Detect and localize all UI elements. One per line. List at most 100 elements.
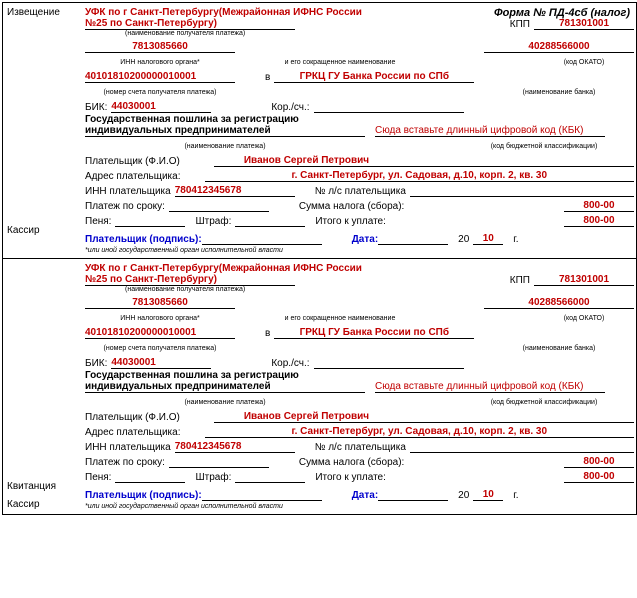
itogo-labelb: Итого к уплате: <box>315 472 386 483</box>
yrb: 10 <box>473 489 503 501</box>
korsch-labelb: Кор./сч.: <box>271 358 309 369</box>
sum-value: 800-00 <box>564 200 634 212</box>
fio-label: Плательщик (Ф.И.О) <box>85 156 180 167</box>
korsch-label: Кор./сч.: <box>271 102 309 113</box>
korsch-valueb <box>314 368 464 369</box>
yr: 10 <box>473 233 503 245</box>
total-valueb: 800-00 <box>564 471 634 483</box>
inn-taxb: 7813085660 <box>85 297 235 309</box>
recipient-capb: (наименование получателя платежа) <box>125 286 634 293</box>
addr-labelb: Адрес плательщика: <box>85 427 181 438</box>
bik-labelb: БИК: <box>85 358 107 369</box>
inn-tax: 7813085660 <box>85 41 235 53</box>
date-field <box>378 244 448 245</box>
okatob: 40288566000 <box>484 297 634 309</box>
kvit-label: Квитанция <box>7 481 56 492</box>
total-value: 800-00 <box>564 215 634 227</box>
fio-labelb: Плательщик (Ф.И.О) <box>85 412 180 423</box>
gb: г. <box>513 490 518 501</box>
kassir2-label: Кассир <box>7 499 40 510</box>
payment-name: Государственная пошлина за регистрацию и… <box>85 114 365 137</box>
bank-capb: (наименование банка) <box>484 345 634 352</box>
shtraf-valueb <box>235 482 305 483</box>
recipient-cap: (наименование получателя платежа) <box>125 30 634 37</box>
recipient-line1: УФК по г Санкт-Петербургу(Межрайонная ИФ… <box>85 7 510 18</box>
inn-cap: ИНН налогового органа* <box>85 59 235 66</box>
abbr-cap: и его сокращенное наименование <box>265 59 415 66</box>
payer-inn-value: 780412345678 <box>175 185 295 197</box>
kbk-cap: (код бюджетной классификации) <box>454 143 634 150</box>
penya-labelb: Пеня: <box>85 472 111 483</box>
korsch-value <box>314 112 464 113</box>
bankb: ГРКЦ ГУ Банка России по СПб <box>274 327 474 339</box>
year20: 20 <box>458 234 469 245</box>
recipient-line2: №25 по Санкт-Петербургу) <box>85 18 295 30</box>
bik-label: БИК: <box>85 102 107 113</box>
kbk-capb: (код бюджетной классификации) <box>454 399 634 406</box>
kpp-labelb: КПП <box>510 275 530 286</box>
sign-field <box>202 244 322 245</box>
payer-inn-valueb: 780412345678 <box>175 441 295 453</box>
sumtax-labelb: Сумма налога (сбора): <box>299 457 404 468</box>
kpp-label: КПП <box>510 19 530 30</box>
form-number: Форма № ПД-4сб (налог) <box>494 7 630 19</box>
addr-label: Адрес плательщика: <box>85 171 181 182</box>
kpp-value: 781301001 <box>534 18 634 30</box>
ls-labelb: № л/с плательщика <box>315 442 406 453</box>
srok-labelb: Платеж по сроку: <box>85 457 165 468</box>
inn-capb: ИНН налогового органа* <box>85 315 235 322</box>
date-fieldb <box>378 500 448 501</box>
g: г. <box>513 234 518 245</box>
receipt-section: Квитанция Кассир УФК по г Санкт-Петербур… <box>3 259 636 514</box>
payer-inn-labelb: ИНН плательщика <box>85 442 171 453</box>
penya-valueb <box>115 482 185 483</box>
ls-valueb <box>410 452 634 453</box>
payment-nameb: Государственная пошлина за регистрацию и… <box>85 370 365 393</box>
addr-valueb: г. Санкт-Петербург, ул. Садовая, д.10, к… <box>205 426 635 438</box>
shtraf-labelb: Штраф: <box>195 472 231 483</box>
okato-capb: (код ОКАТО) <box>534 315 634 322</box>
izv-label: Извещение <box>7 7 60 18</box>
note: *или иной государственный орган исполнит… <box>85 247 634 254</box>
sumtax-label: Сумма налога (сбора): <box>299 201 404 212</box>
penya-label: Пеня: <box>85 216 111 227</box>
signer-label: Плательщик (подпись): <box>85 234 202 245</box>
recipient-line2b: №25 по Санкт-Петербургу) <box>85 274 295 286</box>
srok-valueb <box>169 467 269 468</box>
payer-inn-label: ИНН плательщика <box>85 186 171 197</box>
ls-label: № л/с плательщика <box>315 186 406 197</box>
shtraf-label: Штраф: <box>195 216 231 227</box>
payment-form: Форма № ПД-4сб (налог) Извещение Кассир … <box>2 2 637 515</box>
notice-section: Форма № ПД-4сб (налог) Извещение Кассир … <box>3 3 636 259</box>
date-label: Дата: <box>352 234 378 245</box>
account-capb: (номер счета получателя платежа) <box>85 345 235 352</box>
account: 40101810200000010001 <box>85 71 235 83</box>
abbr-capb: и его сокращенное наименование <box>265 315 415 322</box>
recipient-line1b: УФК по г Санкт-Петербургу(Межрайонная ИФ… <box>85 263 510 274</box>
shtraf-value <box>235 226 305 227</box>
kassir-label: Кассир <box>7 225 40 236</box>
payment-cap: (наименование платежа) <box>85 143 365 150</box>
bank-cap: (наименование банка) <box>484 89 634 96</box>
srok-label: Платеж по сроку: <box>85 201 165 212</box>
payment-capb: (наименование платежа) <box>85 399 365 406</box>
okato: 40288566000 <box>484 41 634 53</box>
sign-fieldb <box>202 500 322 501</box>
fio-value: Иванов Сергей Петрович <box>214 155 634 167</box>
noteb: *или иной государственный орган исполнит… <box>85 503 634 510</box>
signer-labelb: Плательщик (подпись): <box>85 490 202 501</box>
srok-value <box>169 211 269 212</box>
date-labelb: Дата: <box>352 490 378 501</box>
bik-value: 44030001 <box>111 101 211 113</box>
fio-valueb: Иванов Сергей Петрович <box>214 411 634 423</box>
penya-value <box>115 226 185 227</box>
kbk-hintb: Сюда вставьте длинный цифровой код (КБК) <box>375 381 605 393</box>
kbk-hint: Сюда вставьте длинный цифровой код (КБК) <box>375 125 605 137</box>
okato-cap: (код ОКАТО) <box>534 59 634 66</box>
bik-valueb: 44030001 <box>111 357 211 369</box>
bank: ГРКЦ ГУ Банка России по СПб <box>274 71 474 83</box>
year20b: 20 <box>458 490 469 501</box>
sum-valueb: 800-00 <box>564 456 634 468</box>
kpp-valueb: 781301001 <box>534 274 634 286</box>
addr-value: г. Санкт-Петербург, ул. Садовая, д.10, к… <box>205 170 635 182</box>
